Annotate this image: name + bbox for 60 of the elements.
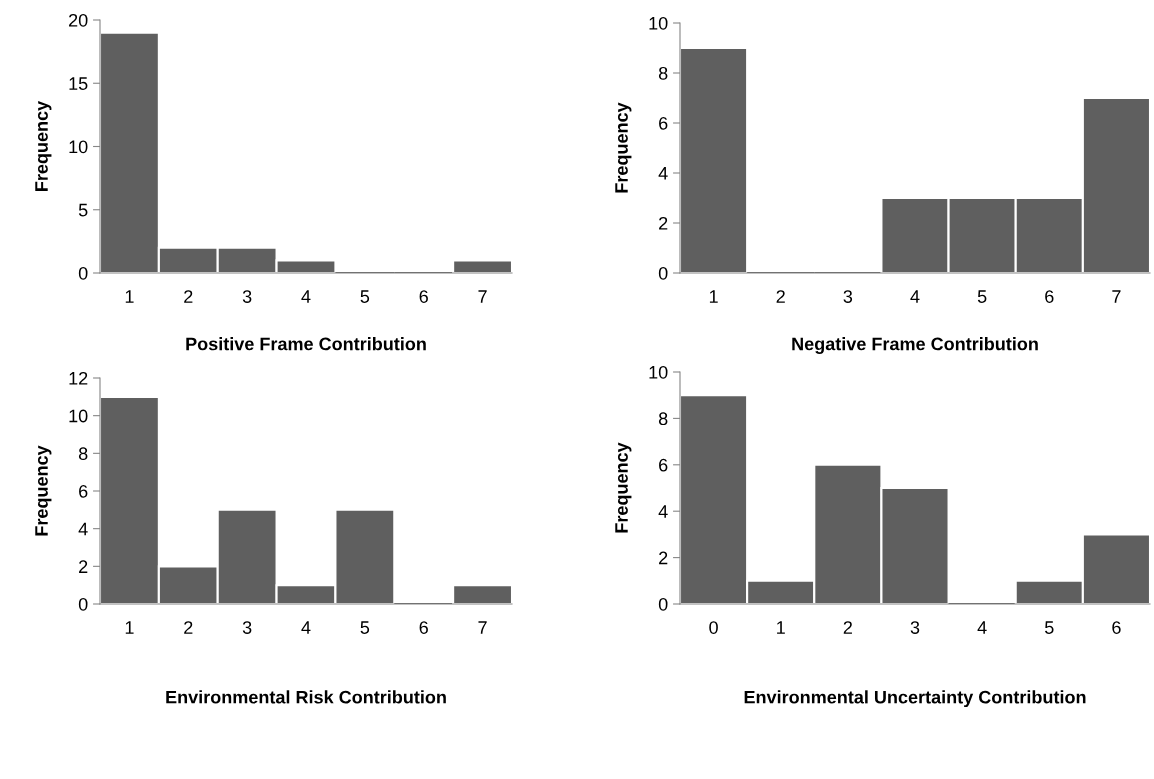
y-tick-label: 0 [658, 266, 668, 280]
x-tick-label: 1 [125, 621, 134, 634]
y-tick-label: 20 [69, 13, 88, 27]
x-tick-label: 2 [184, 621, 193, 634]
x-tick-label: 6 [1045, 290, 1054, 303]
y-tick-label: 15 [69, 77, 88, 90]
x-tick-label: 3 [242, 290, 252, 303]
x-tick-label: 0 [709, 621, 718, 634]
x-tick-label: 1 [777, 621, 785, 634]
y-axis-title: Frequency [35, 445, 52, 536]
x-tick-label: 4 [910, 290, 920, 303]
x-tick-label: 3 [910, 621, 920, 634]
y-tick-label: 10 [649, 16, 668, 30]
y-tick-label: 4 [658, 505, 668, 518]
y-tick-label: 6 [659, 116, 668, 130]
y-tick-label: 8 [658, 412, 668, 426]
y-tick-label: 4 [78, 522, 88, 536]
y-tick-label: 8 [78, 447, 88, 461]
x-tick-label: 4 [977, 621, 987, 634]
x-tick-label: 2 [843, 621, 852, 634]
y-tick-label: 8 [658, 66, 668, 80]
x-tick-label: 6 [419, 290, 428, 303]
y-tick-label: 2 [79, 560, 88, 573]
y-tick-label: 5 [78, 203, 88, 217]
y-tick-label: 0 [78, 266, 88, 280]
x-axis-title: Positive Frame Contribution [186, 337, 426, 351]
y-tick-label: 2 [659, 551, 668, 565]
x-tick-label: 3 [242, 621, 252, 634]
x-tick-label: 2 [184, 290, 193, 303]
y-axis-title: Frequency [615, 442, 632, 533]
y-axis-title: Frequency [35, 100, 52, 191]
x-axis-title: Environmental Uncertainty Contribution [744, 690, 1086, 708]
x-tick-label: 3 [843, 290, 853, 303]
x-tick-label: 7 [478, 621, 487, 634]
x-tick-label: 6 [1112, 621, 1121, 634]
x-tick-label: 5 [977, 290, 987, 303]
x-tick-label: 4 [301, 290, 311, 303]
y-tick-label: 6 [79, 484, 88, 498]
y-tick-label: 0 [78, 597, 88, 611]
y-axis-title: Frequency [615, 102, 632, 193]
y-tick-label: 2 [659, 216, 668, 230]
x-tick-label: 5 [360, 621, 370, 634]
y-tick-label: 4 [658, 167, 668, 180]
x-tick-label: 2 [776, 290, 785, 303]
x-tick-label: 7 [478, 290, 487, 303]
y-tick-label: 10 [69, 140, 88, 154]
x-axis-title: Environmental Risk Contribution [166, 690, 446, 704]
x-tick-label: 6 [419, 621, 428, 634]
y-tick-label: 10 [69, 409, 88, 423]
x-axis-title: Negative Frame Contribution [792, 337, 1038, 354]
x-tick-label: 4 [301, 621, 311, 634]
x-tick-label: 1 [125, 290, 134, 303]
x-tick-label: 5 [1044, 621, 1054, 634]
x-tick-label: 5 [360, 290, 370, 303]
y-tick-label: 6 [659, 458, 668, 472]
y-tick-label: 10 [649, 365, 668, 379]
x-tick-label: 1 [709, 290, 718, 303]
y-tick-label: 12 [69, 371, 88, 385]
y-tick-label: 0 [658, 597, 668, 611]
x-tick-label: 7 [1112, 290, 1121, 303]
